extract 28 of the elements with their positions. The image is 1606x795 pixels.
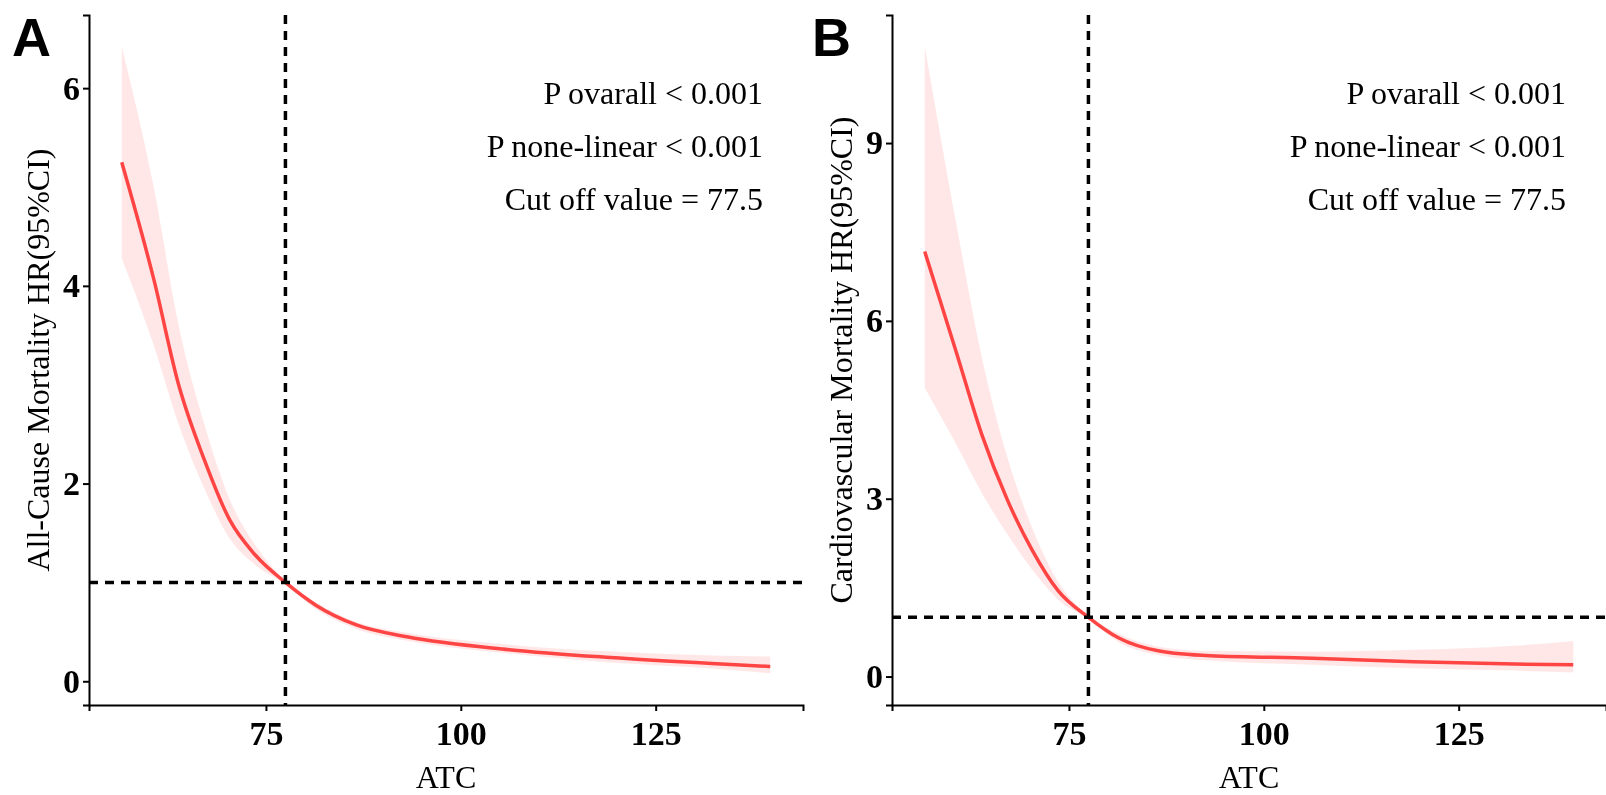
line-series [922,249,1576,667]
y-tick-label: 9 [866,124,883,162]
y-axis-title: All-Cause Mortality HR(95%CI) [20,148,56,572]
x-tick-label: 75 [249,714,284,752]
y-tick-label: 3 [866,480,883,518]
x-tick-label: 75 [1052,714,1087,752]
line-series [119,160,773,669]
chart-title: A [12,7,51,67]
y-tick-label: 6 [63,69,80,107]
y-tick-label: 6 [866,302,883,340]
annotation: P none-linear < 0.001 [1289,128,1566,164]
annotation: P none-linear < 0.001 [486,128,763,164]
annotation: Cut off value = 77.5 [504,181,763,217]
y-tick-label: 0 [866,657,883,695]
x-tick-label: 125 [1433,714,1485,752]
y-tick-label: 0 [63,662,80,700]
x-tick-label: 100 [435,714,487,752]
x-axis-title: ATC [1218,759,1280,795]
x-tick-label: 100 [1238,714,1290,752]
y-tick-label: 2 [63,464,80,502]
x-tick-label: 125 [630,714,682,752]
y-tick-label: 4 [63,267,80,305]
annotation: P ovarall < 0.001 [543,75,763,111]
annotation: P ovarall < 0.001 [1346,75,1566,111]
y-axis-title: Cardiovascular Mortality HR(95%CI) [823,116,859,604]
chart-title: B [812,7,851,67]
x-axis-title: ATC [415,759,477,795]
annotation: Cut off value = 77.5 [1307,181,1566,217]
